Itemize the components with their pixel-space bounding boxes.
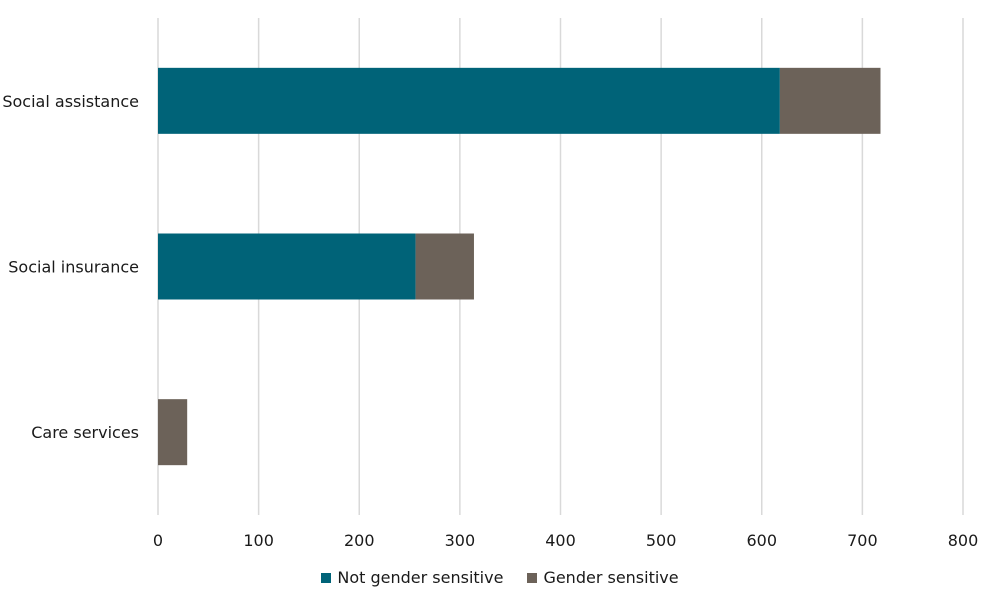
legend-swatch-gender-sensitive — [527, 572, 538, 583]
x-tick-label-300: 300 — [445, 531, 476, 550]
x-tick-label-200: 200 — [344, 531, 375, 550]
x-tick-label-600: 600 — [746, 531, 777, 550]
x-tick-label-400: 400 — [545, 531, 576, 550]
legend-swatch-not-gender-sensitive — [321, 572, 332, 583]
legend-item-gender-sensitive[interactable]: Gender sensitive — [527, 568, 679, 587]
legend-item-not-gender-sensitive[interactable]: Not gender sensitive — [321, 568, 503, 587]
bar-social-insurance-not-gender-sensitive — [158, 233, 416, 300]
x-tick-label-700: 700 — [847, 531, 878, 550]
bar-social-insurance-gender-sensitive — [415, 233, 474, 300]
legend-label-gender-sensitive: Gender sensitive — [543, 568, 679, 587]
bar-social-assistance-gender-sensitive — [779, 67, 881, 134]
x-tick-label-500: 500 — [646, 531, 677, 550]
x-tick-label-100: 100 — [243, 531, 274, 550]
bar-social-assistance-not-gender-sensitive — [158, 67, 780, 134]
category-label-care-services: Care services — [31, 423, 139, 442]
x-tick-label-0: 0 — [153, 531, 163, 550]
bar-care-services-gender-sensitive — [158, 399, 188, 466]
category-label-social-insurance: Social insurance — [8, 258, 139, 277]
legend: Not gender sensitive Gender sensitive — [0, 568, 1000, 587]
x-tick-label-800: 800 — [948, 531, 979, 550]
chart-plot: 0 100 200 300 400 500 600 700 800 Social assistan… — [2, 18, 979, 550]
legend-label-not-gender-sensitive: Not gender sensitive — [337, 568, 504, 587]
category-label-social-assistance: Social assistance — [2, 92, 139, 111]
